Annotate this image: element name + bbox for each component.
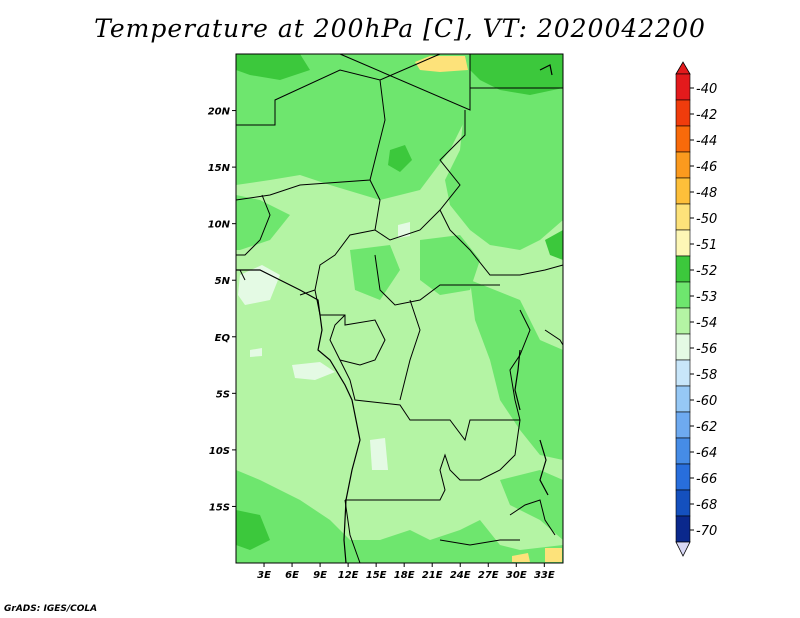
lat-tick-label: 20N <box>208 107 231 118</box>
lon-tick-label: 30E <box>506 570 527 581</box>
colorbar-swatch <box>675 99 691 127</box>
lat-tick-label: 15S <box>209 502 230 513</box>
lat-tick-label: EQ <box>215 333 231 344</box>
lon-tick-label: 18E <box>394 570 415 581</box>
colorbar-swatch <box>675 385 691 413</box>
colorbar-bottom-arrow <box>675 541 691 557</box>
lon-tick-label: 15E <box>366 570 387 581</box>
colorbar-label: -52 <box>696 264 717 279</box>
longitude-ticks: 3E 6E 9E 12E 15E 18E 21E 24E 27E 30E 33E <box>257 563 555 581</box>
colorbar-label: -66 <box>696 472 717 487</box>
lon-tick-label: 6E <box>285 570 299 581</box>
colorbar-label: -62 <box>696 420 717 435</box>
coastlines <box>236 64 553 564</box>
field-warm-patches <box>415 56 562 562</box>
lon-tick-label: 12E <box>338 570 359 581</box>
colorbar-label: -46 <box>696 160 717 175</box>
colorbar-label: -70 <box>696 524 717 539</box>
lon-tick-label: 21E <box>422 570 443 581</box>
colorbar-swatch <box>675 489 691 517</box>
chart-title: Temperature at 200hPa [C], VT: 202004220… <box>94 14 706 43</box>
lon-tick-label: 9E <box>313 570 327 581</box>
colorbar-top-arrow <box>675 61 691 75</box>
colorbar-label: -42 <box>696 108 717 123</box>
colorbar-swatch <box>675 177 691 205</box>
lon-tick-label: 33E <box>534 570 555 581</box>
colorbar-swatch <box>675 437 691 465</box>
colorbar-swatch <box>675 255 691 283</box>
colorbar-label: -40 <box>696 82 717 97</box>
latitude-ticks: 20N 15N 10N 5N EQ 5S 10S 15S <box>208 107 236 513</box>
colorbar-swatch <box>675 307 691 335</box>
lat-tick-label: 10S <box>209 446 230 457</box>
lat-tick-label: 10N <box>208 220 231 231</box>
colorbar-swatch <box>675 333 691 361</box>
colorbar-label: -50 <box>696 212 717 227</box>
colorbar-swatch <box>675 515 691 543</box>
colorbar-label: -54 <box>696 316 717 331</box>
colorbar-swatch <box>675 359 691 387</box>
colorbar-swatch <box>675 463 691 491</box>
colorbar-label: -58 <box>696 368 717 383</box>
colorbar-label: -64 <box>696 446 717 461</box>
colorbar-swatch <box>675 151 691 179</box>
colorbar: -40 -42 -44 -46 -48 -50 -51 -52 -53 -54 -56 -58 -60 -… <box>675 61 717 557</box>
map-frame <box>235 53 564 564</box>
colorbar-swatch <box>675 125 691 153</box>
credit-text: GrADS: IGES/COLA <box>4 604 98 614</box>
lon-tick-label: 24E <box>450 570 471 581</box>
colorbar-label: -56 <box>696 342 717 357</box>
lat-tick-label: 5N <box>215 276 231 287</box>
country-borders <box>235 53 564 564</box>
map-panel: 20N 15N 10N 5N EQ 5S 10S 15S 3E 6E 9E 12E 15E 18E 21E… <box>208 53 564 581</box>
lon-tick-label: 3E <box>257 570 271 581</box>
colorbar-swatch <box>675 411 691 439</box>
colorbar-swatch <box>675 203 691 231</box>
lat-tick-label: 5S <box>216 389 230 400</box>
colorbar-swatch <box>675 229 691 257</box>
colorbar-swatch <box>675 281 691 309</box>
colorbar-swatch <box>675 73 691 101</box>
field-dark-patches <box>236 54 563 550</box>
colorbar-label: -48 <box>696 186 717 201</box>
lat-tick-label: 15N <box>208 163 231 174</box>
colorbar-label: -68 <box>696 498 717 513</box>
colorbar-label: -60 <box>696 394 717 409</box>
colorbar-label: -51 <box>696 238 717 253</box>
lon-tick-label: 27E <box>478 570 499 581</box>
colorbar-label: -44 <box>696 134 717 149</box>
colorbar-label: -53 <box>696 290 717 305</box>
